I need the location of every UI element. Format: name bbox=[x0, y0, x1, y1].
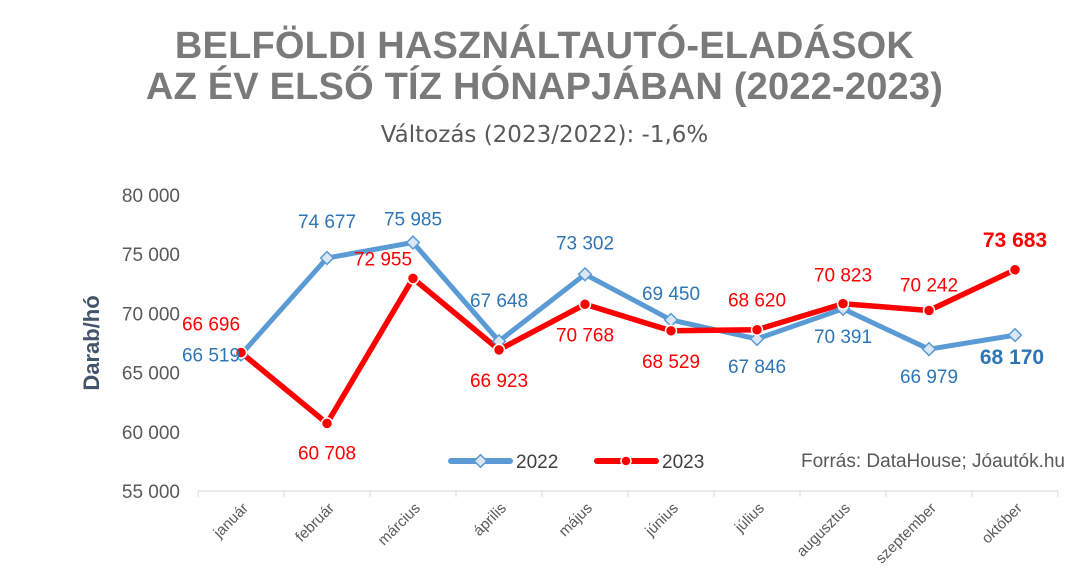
data-point-2022 bbox=[491, 333, 507, 349]
data-label-2023: 73 683 bbox=[983, 229, 1047, 252]
data-point-2023 bbox=[750, 323, 764, 336]
data-label-2022: 73 302 bbox=[556, 233, 614, 254]
y-tick-label: 80 000 bbox=[122, 186, 180, 207]
data-label-2023: 66 696 bbox=[182, 315, 240, 336]
data-label-2023: 70 768 bbox=[556, 325, 614, 346]
legend-label-2022: 2022 bbox=[516, 452, 558, 473]
data-label-2023: 70 823 bbox=[814, 266, 872, 287]
data-label-2022: 75 985 bbox=[384, 210, 442, 231]
data-point-2022 bbox=[319, 250, 335, 266]
data-point-2022 bbox=[663, 312, 679, 328]
legend-label-2023: 2023 bbox=[662, 452, 704, 473]
data-point-2023 bbox=[320, 417, 334, 430]
data-point-2023 bbox=[234, 346, 248, 359]
x-tick-label: szeptember bbox=[872, 500, 939, 567]
data-point-2022 bbox=[921, 341, 937, 357]
x-tick-label: március bbox=[375, 500, 424, 549]
data-point-2022 bbox=[1007, 327, 1023, 343]
source-note: Forrás: DataHouse; Jóautók.hu bbox=[800, 451, 1065, 472]
data-label-2022: 67 648 bbox=[470, 291, 528, 312]
data-label-2022: 66 519 bbox=[182, 346, 240, 367]
y-tick-label: 75 000 bbox=[122, 245, 180, 266]
y-axis-label: Darab/hó bbox=[79, 295, 104, 390]
x-tick-label: február bbox=[292, 500, 338, 546]
data-point-2023 bbox=[578, 298, 592, 311]
data-label-2023: 60 708 bbox=[298, 443, 356, 464]
data-label-2022: 74 677 bbox=[298, 212, 356, 233]
y-tick-label: 55 000 bbox=[122, 482, 180, 503]
data-point-2023 bbox=[922, 304, 936, 317]
data-point-2023 bbox=[1008, 263, 1022, 277]
x-tick-label: július bbox=[731, 500, 768, 537]
data-label-2023: 72 955 bbox=[354, 249, 412, 270]
data-label-2022: 69 450 bbox=[642, 284, 700, 305]
x-tick-label: május bbox=[556, 500, 596, 540]
data-point-2022 bbox=[749, 331, 765, 347]
data-label-2023: 68 529 bbox=[642, 352, 700, 373]
x-tick-label: október bbox=[978, 500, 1025, 547]
chart-title: BELFÖLDI HASZNÁLTAUTÓ-ELADÁSOK bbox=[174, 25, 915, 67]
chart-title-line2: AZ ÉV ELSŐ TÍZ HÓNAPJÁBAN (2022-2023) bbox=[145, 66, 944, 108]
x-tick-label: január bbox=[210, 500, 252, 542]
data-point-2023 bbox=[406, 272, 420, 285]
y-tick-label: 70 000 bbox=[122, 304, 180, 325]
data-label-2022: 66 979 bbox=[900, 367, 958, 388]
legend-marker-2023 bbox=[620, 455, 632, 467]
data-point-2023 bbox=[664, 324, 678, 338]
data-point-2023 bbox=[836, 297, 850, 310]
data-label-2022: 68 170 bbox=[980, 346, 1044, 369]
x-tick-label: június bbox=[641, 500, 681, 540]
data-label-2023: 68 620 bbox=[728, 291, 786, 312]
data-label-2022: 67 846 bbox=[728, 357, 786, 378]
series-line-2022 bbox=[238, 240, 1018, 358]
x-tick-label: április bbox=[470, 500, 510, 540]
chart-subtitle: Változás (2023/2022): -1,6% bbox=[380, 122, 709, 148]
data-point-2022 bbox=[405, 235, 421, 250]
legend-marker-2022 bbox=[473, 453, 488, 469]
y-tick-label: 60 000 bbox=[122, 423, 180, 444]
data-point-2023 bbox=[492, 343, 506, 357]
y-tick-label: 65 000 bbox=[122, 364, 180, 385]
data-label-2023: 66 923 bbox=[470, 371, 528, 392]
data-label-2023: 70 242 bbox=[900, 276, 958, 297]
data-point-2022 bbox=[577, 266, 593, 282]
series-line-2023 bbox=[238, 267, 1018, 427]
data-label-2022: 70 391 bbox=[814, 327, 872, 348]
x-tick-label: augusztus bbox=[793, 500, 853, 560]
